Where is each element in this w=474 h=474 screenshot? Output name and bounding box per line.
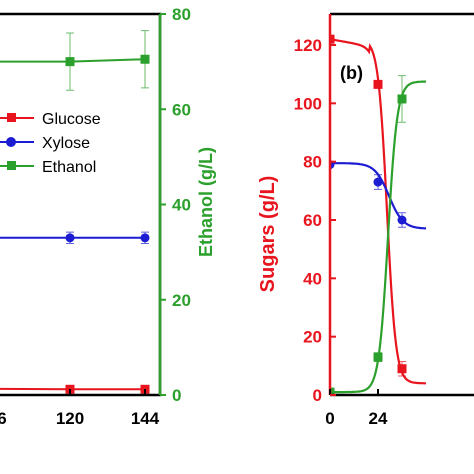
y-right-tick-label: 20: [172, 291, 191, 310]
data-point-ethanol: [65, 57, 75, 67]
legend-item-ethanol: Ethanol: [0, 159, 96, 176]
data-point-ethanol: [397, 94, 407, 104]
y-tick-label: 60: [303, 211, 322, 230]
panel-a: 6 120 144 0 20 40 60 80 Ethanol (g/L) Glucose …: [0, 5, 216, 428]
data-point-xylose: [65, 233, 75, 243]
y-right-tick-label: 80: [172, 5, 191, 24]
panel-b: 0 24 0 20 40 60 80 100 120 Sugars (g/L) (b): [257, 12, 474, 428]
fit-curve-ethanol: [330, 80, 427, 394]
legend-item-glucose: Glucose: [0, 111, 101, 128]
panel-b-label: (b): [340, 63, 363, 83]
y-tick-label: 0: [313, 386, 322, 405]
x-tick-label: 120: [56, 409, 84, 428]
data-point-glucose: [373, 79, 383, 89]
panel-a-frame: [0, 12, 162, 397]
svg-text:Xylose: Xylose: [42, 135, 90, 152]
data-point-xylose: [397, 215, 407, 225]
fit-curve-glucose: [330, 38, 426, 385]
data-point-glucose: [330, 34, 335, 44]
data-point-ethanol: [330, 387, 335, 395]
y-right-tick-label: 60: [172, 100, 191, 119]
panel-a-ethanol-axis-label: Ethanol (g/L): [196, 147, 216, 257]
x-tick-label: 24: [369, 409, 388, 428]
fit-curve-xylose: [330, 162, 426, 230]
y-right-tick-label: 40: [172, 196, 191, 215]
x-tick-label: 144: [131, 409, 160, 428]
svg-text:Ethanol: Ethanol: [42, 159, 96, 176]
y-tick-label: 100: [294, 94, 322, 113]
legend-item-xylose: Xylose: [0, 135, 90, 152]
data-point-ethanol: [373, 352, 383, 362]
y-tick-label: 20: [303, 328, 322, 347]
data-point-ethanol: [140, 54, 150, 64]
data-point-glucose: [397, 364, 407, 374]
y-tick-label: 120: [294, 36, 322, 55]
x-tick-label: 0: [325, 409, 334, 428]
data-point-xylose: [373, 177, 383, 187]
data-point-xylose: [140, 233, 150, 243]
y-tick-label: 40: [303, 269, 322, 288]
panel-b-sugars-axis-label: Sugars (g/L): [257, 176, 279, 293]
svg-text:Glucose: Glucose: [42, 111, 101, 128]
panel-a-legend: Glucose Xylose Ethanol: [0, 111, 101, 176]
y-right-tick-label: 0: [172, 386, 181, 405]
y-tick-label: 80: [303, 153, 322, 172]
x-tick-label: 6: [0, 409, 7, 428]
